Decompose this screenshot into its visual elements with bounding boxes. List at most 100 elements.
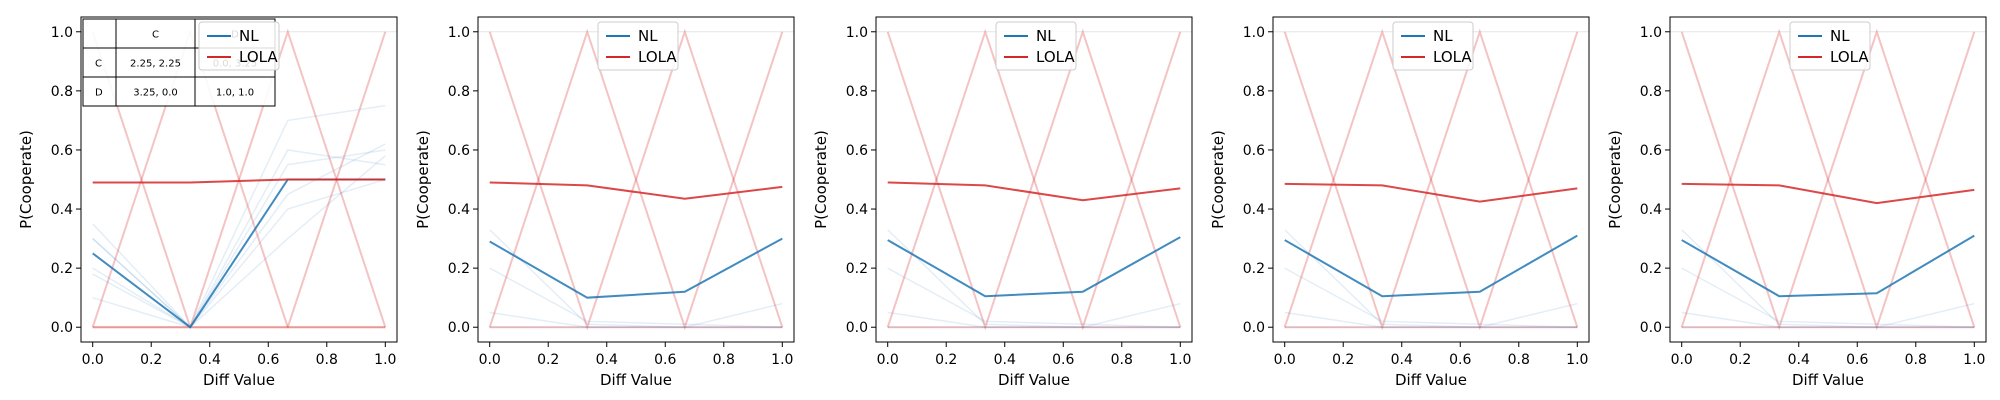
x-tick-label: 0.8: [1508, 352, 1530, 368]
nl-run-line: [1681, 229, 1975, 328]
plot-area: [1670, 17, 1986, 342]
series-line-nl: [887, 236, 1181, 298]
legend: NL LOLA: [198, 21, 280, 71]
y-tick-label: 0.2: [846, 261, 868, 277]
plot-area: [478, 17, 794, 342]
x-tick-label: 0.0: [1274, 352, 1296, 368]
x-tick-label: 0.6: [1052, 352, 1074, 368]
y-tick-label: 0.4: [1640, 202, 1662, 218]
series-line-lola: [887, 181, 1181, 202]
y-tick-label: 1.0: [1243, 25, 1265, 41]
nl-run-line: [92, 155, 386, 329]
nl-run-line: [92, 149, 386, 329]
lola-run-line: [488, 28, 784, 331]
axes-frame: [80, 16, 398, 343]
table-cell: 1.0, 1.0: [216, 88, 254, 99]
x-tick-label: 0.8: [1111, 352, 1133, 368]
legend-label-lola: LOLA: [1830, 48, 1869, 66]
chart-panel-5: 0.0 0.2 0.4 0.6 0.8 1.0 0.0 0.2 0.4 0.6 0.8 1.0 Diff…: [1606, 16, 1987, 389]
x-tick-label: 0.2: [935, 352, 957, 368]
x-tick-label: 0.6: [1449, 352, 1471, 368]
x-tick-label: 0.8: [713, 352, 735, 368]
legend-label-nl: NL: [1830, 27, 1850, 45]
x-axis-label: Diff Value: [1395, 371, 1467, 389]
lola-run-line: [488, 28, 784, 331]
x-tick-label: 1.0: [1169, 352, 1191, 368]
series-line-nl: [489, 237, 783, 299]
x-tick-label: 1.0: [1963, 352, 1985, 368]
x-tick-label: 0.0: [82, 352, 104, 368]
lola-run-line: [1680, 28, 1976, 331]
y-axis-label: P(Cooperate): [17, 130, 35, 229]
series-line-lola: [92, 178, 386, 184]
nl-run-line: [1284, 229, 1578, 328]
x-tick-label: 0.4: [199, 352, 221, 368]
y-tick-label: 0.6: [448, 143, 470, 159]
y-tick-label: 0.2: [1243, 261, 1265, 277]
x-tick-label: 0.6: [654, 352, 676, 368]
legend-label-nl: NL: [239, 27, 259, 45]
nl-run-line: [1284, 311, 1578, 328]
x-tick-label: 0.4: [596, 352, 618, 368]
y-tick-label: 0.8: [448, 84, 470, 100]
x-tick-label: 0.2: [1332, 352, 1354, 368]
axes-frame: [1272, 16, 1590, 343]
y-tick-label: 0.8: [1243, 84, 1265, 100]
legend-label-lola: LOLA: [1036, 48, 1075, 66]
x-tick-label: 0.4: [994, 352, 1016, 368]
series-line-lola: [489, 181, 783, 200]
y-tick-label: 0.8: [846, 84, 868, 100]
y-tick-label: 1.0: [448, 25, 470, 41]
nl-run-line: [92, 104, 386, 329]
lola-run-line: [91, 28, 386, 329]
x-tick-label: 0.0: [1671, 352, 1693, 368]
y-tick-label: 0.8: [1640, 84, 1662, 100]
y-tick-label: 0.4: [846, 202, 868, 218]
legend-label-lola: LOLA: [1433, 48, 1472, 66]
series-line-lola: [1681, 182, 1975, 205]
series-line-nl: [1681, 234, 1975, 298]
y-tick-label: 0.6: [1640, 143, 1662, 159]
y-tick-label: 0.0: [1243, 320, 1265, 336]
axes-frame: [477, 16, 795, 343]
y-tick-label: 0.2: [448, 261, 470, 277]
y-axis-label: P(Cooperate): [1606, 130, 1624, 229]
legend-label-nl: NL: [1433, 27, 1453, 45]
nl-run-line: [1681, 302, 1975, 328]
nl-run-line: [887, 267, 1181, 328]
nl-run-line: [887, 229, 1181, 328]
y-axis-label: P(Cooperate): [1209, 130, 1227, 229]
y-tick-label: 0.6: [51, 143, 73, 159]
legend: NL LOLA: [1392, 21, 1474, 71]
x-axis-label: Diff Value: [998, 371, 1070, 389]
chart-panel-2: 0.0 0.2 0.4 0.6 0.8 1.0 0.0 0.2 0.4 0.6 0.8 1.0 Diff…: [414, 16, 795, 389]
chart-panel-1: 0.0 0.2 0.4 0.6 0.8 1.0 0.0 0.2 0.4 0.6 0.8 1.0 Diff…: [17, 16, 398, 389]
series-line-lola: [1284, 182, 1578, 203]
y-tick-label: 1.0: [51, 25, 73, 41]
legend-label-lola: LOLA: [638, 48, 677, 66]
y-tick-label: 0.0: [1640, 320, 1662, 336]
nl-run-line: [887, 302, 1181, 328]
x-tick-label: 0.0: [479, 352, 501, 368]
table-cell: C: [95, 59, 102, 70]
y-tick-label: 0.8: [51, 84, 73, 100]
x-tick-label: 1.0: [1566, 352, 1588, 368]
x-tick-label: 0.2: [1729, 352, 1751, 368]
x-axis-label: Diff Value: [1792, 371, 1864, 389]
x-tick-label: 0.0: [877, 352, 899, 368]
y-tick-label: 0.4: [1243, 202, 1265, 218]
lola-run-line: [886, 28, 1182, 331]
y-axis-label: P(Cooperate): [414, 130, 432, 229]
y-tick-label: 0.0: [51, 320, 73, 336]
axes-frame: [1669, 16, 1987, 343]
x-tick-label: 0.2: [140, 352, 162, 368]
legend: NL LOLA: [1789, 21, 1871, 71]
nl-run-line: [489, 302, 783, 328]
lola-run-line: [1283, 28, 1579, 331]
x-tick-label: 0.6: [257, 352, 279, 368]
nl-run-line: [92, 149, 386, 329]
table-cell: D: [95, 88, 103, 99]
y-tick-label: 0.4: [448, 202, 470, 218]
table-header-cell: C: [152, 30, 159, 41]
legend-label-lola: LOLA: [239, 48, 278, 66]
